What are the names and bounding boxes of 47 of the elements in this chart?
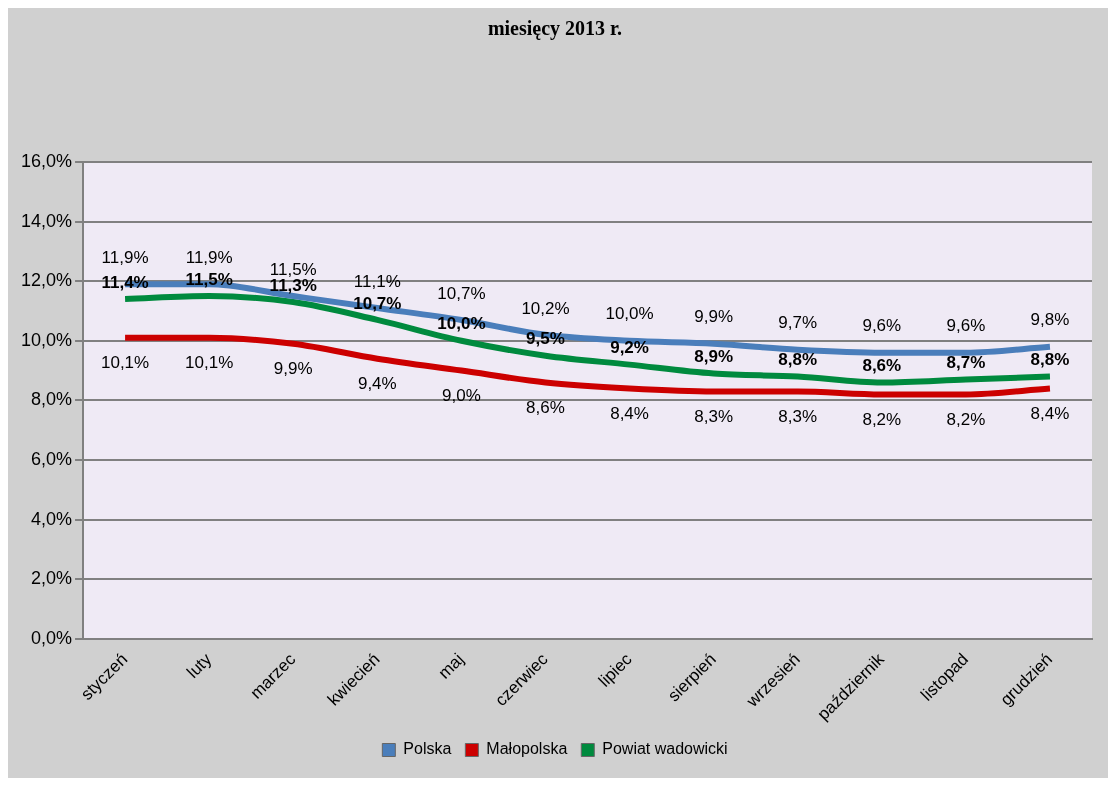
y-tick-label: 10,0% [20,329,73,350]
data-label: 9,6% [862,316,902,336]
data-label: 8,3% [778,407,818,427]
data-label: 8,4% [610,404,649,424]
y-tick-label: 4,0% [31,508,73,529]
data-label: 8,4% [1030,404,1070,424]
data-label: 8,8% [778,350,818,370]
y-tick-label: 6,0% [31,448,73,469]
data-label: 11,9% [101,247,149,267]
data-label: 10,2% [521,298,570,318]
y-tick-label: 2,0% [31,568,73,589]
data-label: 8,2% [946,410,986,430]
data-label: 9,2% [610,338,649,358]
data-label: 11,4% [101,272,149,292]
x-tick-label: maj [434,649,468,683]
y-tick-label: 16,0% [20,150,73,171]
data-label: 11,5% [269,259,317,279]
data-label: 8,3% [694,407,734,427]
data-label: 8,6% [526,398,565,418]
data-label: 10,1% [100,353,150,373]
data-label: 8,6% [862,356,902,376]
data-label: 8,9% [694,347,734,367]
data-label: 8,2% [862,410,902,430]
data-label: 10,0% [605,304,654,324]
data-label: 11,9% [185,247,233,267]
data-label: 9,7% [778,313,818,333]
data-label: 8,7% [946,353,986,373]
data-label: 9,6% [946,316,986,336]
legend-label: Małopolska [486,740,568,758]
data-label: 11,1% [353,271,401,291]
y-tick-label: 8,0% [31,389,73,410]
data-label: 10,7% [437,283,486,303]
y-tick-label: 14,0% [20,210,73,231]
legend-label: Polska [403,740,452,758]
data-label: 8,8% [1030,350,1070,370]
data-label: 9,5% [526,329,565,349]
data-label: 9,0% [442,386,481,406]
x-tick-label: luty [183,649,216,682]
y-tick-label: 0,0% [31,627,73,648]
data-label: 9,9% [273,359,313,379]
data-label: 9,8% [1030,310,1070,330]
data-label: 10,1% [185,353,234,373]
legend-label: Powiat wadowicki [602,740,728,758]
y-tick-label: 12,0% [20,270,73,291]
data-label: 9,9% [694,307,734,327]
chart-title: miesięcy 2013 r. [487,17,623,41]
data-label: 9,4% [357,374,397,394]
